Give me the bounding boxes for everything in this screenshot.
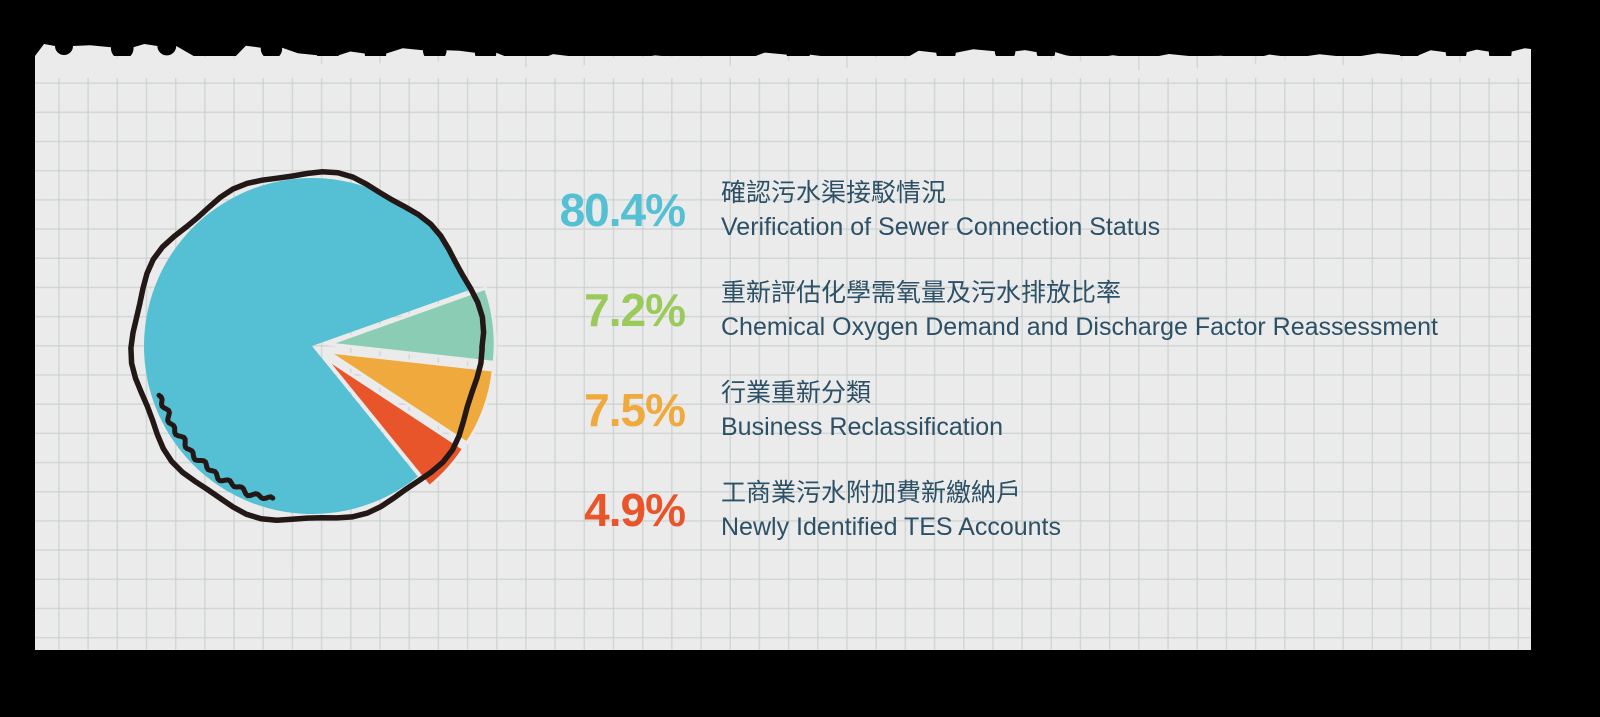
legend-list: 80.4% 確認污水渠接駁情況 Verification of Sewer Co… xyxy=(505,160,1505,560)
legend-percent-value: 4.9% xyxy=(584,484,686,536)
legend-item-sewer-connection[interactable]: 80.4% 確認污水渠接駁情況 Verification of Sewer Co… xyxy=(505,160,1505,260)
legend-percent-value: 7.5% xyxy=(584,384,686,436)
legend-label-group: 行業重新分類 Business Reclassification xyxy=(721,377,1505,443)
pie-slice[interactable] xyxy=(144,178,471,515)
legend-label-zh: 行業重新分類 xyxy=(721,378,872,407)
sketch-arc-accent xyxy=(156,392,276,502)
notebook-paper-sheet xyxy=(35,56,1531,650)
pie-slice[interactable] xyxy=(323,355,466,489)
legend-percent-value: 80.4% xyxy=(559,184,686,236)
pie-sketch-outline xyxy=(128,169,487,523)
legend-item-cod-reassessment[interactable]: 7.2% 重新評估化學需氧量及污水排放比率 Chemical Oxygen De… xyxy=(505,260,1505,360)
legend-label-group: 重新評估化學需氧量及污水排放比率 Chemical Oxygen Demand … xyxy=(721,277,1505,343)
pie-slice[interactable] xyxy=(327,286,497,364)
legend-label-zh: 確認污水渠接駁情況 xyxy=(721,178,947,207)
legend-label-en: Newly Identified TES Accounts xyxy=(721,513,1061,541)
pie-chart xyxy=(110,155,530,545)
legend-percent-value: 7.2% xyxy=(584,284,686,336)
legend-label-group: 確認污水渠接駁情況 Verification of Sewer Connecti… xyxy=(721,177,1505,243)
legend-label-en: Verification of Sewer Connection Status xyxy=(721,213,1161,241)
pie-chart-svg xyxy=(128,169,497,523)
pie-slice[interactable] xyxy=(326,350,495,445)
pie-slices xyxy=(144,178,497,515)
legend-item-new-tes-accounts[interactable]: 4.9% 工商業污水附加費新繳納戶 Newly Identified TES A… xyxy=(505,460,1505,560)
sketch-circle-outline xyxy=(128,169,487,523)
legend-label-en: Business Reclassification xyxy=(721,413,1004,441)
legend-label-group: 工商業污水附加費新繳納戶 Newly Identified TES Accoun… xyxy=(721,477,1505,543)
legend-label-zh: 重新評估化學需氧量及污水排放比率 xyxy=(721,278,1122,307)
legend-label-zh: 工商業污水附加費新繳納戶 xyxy=(721,478,1022,507)
legend-label-en: Chemical Oxygen Demand and Discharge Fac… xyxy=(721,313,1438,341)
legend-item-business-reclassification[interactable]: 7.5% 行業重新分類 Business Reclassification xyxy=(505,360,1505,460)
